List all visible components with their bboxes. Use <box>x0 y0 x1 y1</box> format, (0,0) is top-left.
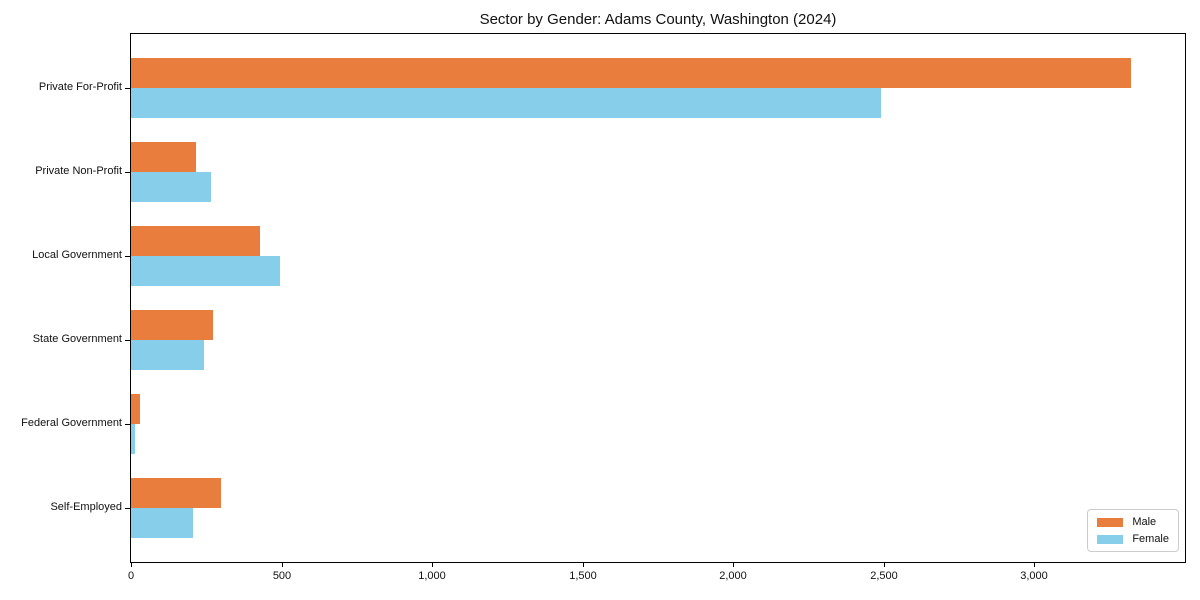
x-axis-tick-0 <box>131 563 132 567</box>
x-axis-tick-label-5: 2,500 <box>870 570 898 582</box>
legend-swatch-male <box>1097 517 1124 527</box>
bar-male-3 <box>131 310 213 340</box>
x-axis-tick-4 <box>733 563 734 567</box>
bar-male-1 <box>131 142 196 172</box>
bar-female-4 <box>131 424 135 454</box>
legend: Male Female <box>1087 509 1179 552</box>
chart-title: Sector by Gender: Adams County, Washingt… <box>479 11 837 28</box>
bar-female-0 <box>131 88 881 118</box>
x-axis-tick-5 <box>884 563 885 567</box>
legend-label-male: Male <box>1132 516 1157 528</box>
legend-label-female: Female <box>1132 533 1169 545</box>
x-axis-tick-label-3: 1,500 <box>569 570 597 582</box>
x-axis-tick-6 <box>1034 563 1035 567</box>
bar-female-5 <box>131 508 193 538</box>
y-axis-label-0: Private For-Profit <box>38 81 122 93</box>
bar-male-5 <box>131 478 221 508</box>
legend-item-male: Male <box>1097 516 1169 528</box>
bar-male-2 <box>131 226 260 256</box>
bars-layer <box>131 34 1185 562</box>
y-axis-label-4: Federal Government <box>21 417 122 429</box>
bar-male-0 <box>131 58 1131 88</box>
legend-swatch-female <box>1097 534 1124 544</box>
y-axis-label-1: Private Non-Profit <box>35 165 122 177</box>
x-axis-tick-label-1: 500 <box>272 570 292 582</box>
y-axis-label-3: State Government <box>32 333 122 345</box>
x-axis-tick-2 <box>432 563 433 567</box>
bar-male-4 <box>131 394 140 424</box>
x-axis-tick-label-2: 1,000 <box>418 570 446 582</box>
x-axis-tick-label-4: 2,000 <box>719 570 747 582</box>
legend-item-female: Female <box>1097 533 1169 545</box>
y-axis-label-5: Self-Employed <box>50 501 122 513</box>
y-axis-label-2: Local Government <box>32 249 122 261</box>
x-axis-tick-label-6: 3,000 <box>1020 570 1048 582</box>
x-axis-tick-1 <box>282 563 283 567</box>
bar-female-3 <box>131 340 204 370</box>
plot-area: Male Female <box>130 33 1186 563</box>
bar-female-1 <box>131 172 211 202</box>
x-axis-tick-3 <box>583 563 584 567</box>
bar-female-2 <box>131 256 280 286</box>
x-axis-tick-label-0: 0 <box>127 570 135 582</box>
